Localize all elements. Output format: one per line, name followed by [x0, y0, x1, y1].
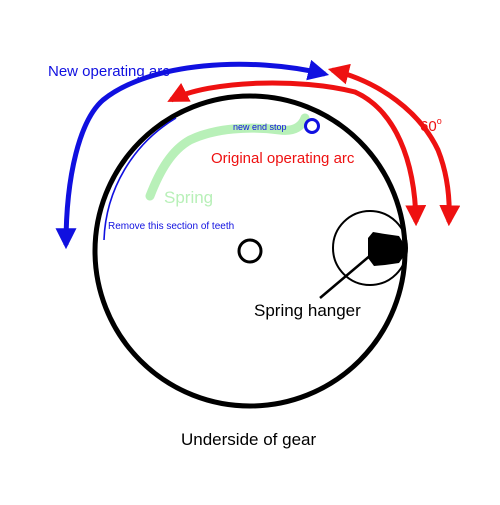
gear-outline: [92, 93, 408, 409]
remove-teeth-label: Remove this section of teeth: [108, 221, 234, 232]
spring-hanger-label: Spring hanger: [254, 301, 361, 320]
spring-label: Spring: [164, 188, 213, 207]
sixty-degree-label: 60o: [420, 116, 442, 135]
new-operating-arc-arrow: [55, 59, 330, 250]
gear-center-hole: [237, 238, 263, 264]
sixty-degree-arc-arrow: [327, 63, 461, 227]
diagram-caption: Underside of gear: [181, 430, 316, 449]
new-operating-arc-label: New operating arc: [48, 63, 170, 80]
new-end-stop-marker: [304, 118, 320, 134]
original-operating-arc-label: Original operating arc: [211, 150, 355, 167]
spring-hanger-pointer: [319, 253, 373, 299]
new-end-stop-label: new end stop: [233, 122, 287, 132]
spring-hanger-block: [368, 232, 404, 266]
